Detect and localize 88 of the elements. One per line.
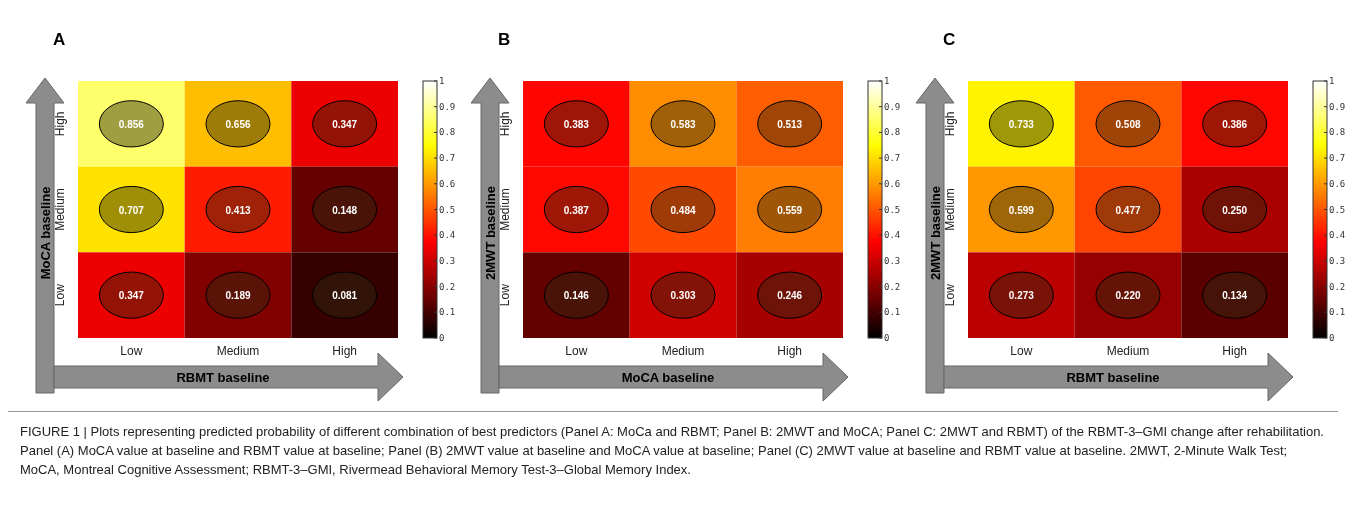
color-bar-label: 0.8 bbox=[1329, 127, 1346, 138]
y-tick-label: High bbox=[943, 111, 957, 137]
data-label: 0.146 bbox=[563, 290, 590, 302]
color-bar-label: 0.3 bbox=[884, 255, 901, 266]
data-label: 0.583 bbox=[670, 118, 696, 130]
data-label: 0.599 bbox=[1008, 204, 1035, 216]
color-bar-label: 1 bbox=[439, 76, 445, 86]
y-tick-label: Low bbox=[53, 283, 67, 307]
data-label: 0.856 bbox=[118, 118, 145, 130]
data-label: 0.347 bbox=[118, 290, 145, 302]
y-axis-title: 2MWT baseline bbox=[483, 186, 498, 280]
color-bar-label: 0.9 bbox=[1329, 101, 1346, 112]
color-bar-label: 0.6 bbox=[884, 178, 901, 189]
color-bar-label: 0.3 bbox=[439, 255, 456, 266]
color-bar-label: 0.1 bbox=[1329, 307, 1346, 318]
color-bar-label: 1 bbox=[1329, 76, 1335, 86]
data-label: 0.387 bbox=[563, 204, 590, 216]
data-label: 0.484 bbox=[670, 204, 696, 216]
x-tick-label: Low bbox=[1010, 343, 1033, 358]
data-label: 0.189 bbox=[225, 290, 251, 302]
data-label: 0.413 bbox=[225, 204, 251, 216]
chart-title: C bbox=[943, 30, 956, 50]
color-bar-label: 1 bbox=[884, 76, 890, 86]
color-bar-label: 0.4 bbox=[439, 230, 456, 241]
data-label: 0.508 bbox=[1115, 118, 1141, 130]
color-bar-label: 0.2 bbox=[1329, 281, 1346, 292]
color-bar-label: 0 bbox=[439, 333, 445, 343]
data-label: 0.134 bbox=[1222, 290, 1248, 302]
y-tick-label: Low bbox=[943, 283, 957, 307]
data-label: 0.347 bbox=[332, 118, 358, 130]
color-bar-label: 0.4 bbox=[1329, 230, 1346, 241]
data-label: 0.273 bbox=[1008, 290, 1035, 302]
data-label: 0.081 bbox=[332, 290, 358, 302]
color-bar-label: 0.4 bbox=[884, 230, 901, 241]
chart-title: B bbox=[498, 30, 511, 50]
color-bar-label: 0.8 bbox=[884, 127, 901, 138]
y-axis-title: 2MWT baseline bbox=[928, 186, 943, 280]
data-label: 0.246 bbox=[777, 290, 803, 302]
data-label: 0.656 bbox=[225, 118, 251, 130]
color-bar-label: 0 bbox=[884, 333, 890, 343]
x-axis-title: RBMT baseline bbox=[1066, 370, 1160, 385]
color-bar-label: 0.6 bbox=[439, 178, 456, 189]
x-tick-label: High bbox=[332, 343, 358, 358]
color-bar-label: 0.1 bbox=[439, 307, 456, 318]
x-tick-label: Low bbox=[120, 343, 143, 358]
color-bar-label: 0.5 bbox=[1329, 204, 1346, 215]
y-tick-label: High bbox=[498, 111, 512, 137]
data-label: 0.733 bbox=[1008, 118, 1035, 130]
color-bar-label: 0.9 bbox=[884, 101, 901, 112]
color-bar-label: 0.9 bbox=[439, 101, 456, 112]
y-tick-label: Medium bbox=[498, 188, 512, 231]
color-bar-label: 0.7 bbox=[884, 153, 901, 164]
y-axis-title: MoCA baseline bbox=[38, 186, 53, 280]
color-bar-label: 0 bbox=[1329, 333, 1335, 343]
data-label: 0.220 bbox=[1115, 290, 1141, 302]
data-label: 0.707 bbox=[118, 204, 145, 216]
data-label: 0.513 bbox=[777, 118, 803, 130]
y-tick-label: Medium bbox=[53, 188, 67, 231]
color-bar-label: 0.7 bbox=[439, 153, 456, 164]
chart-title: A bbox=[53, 30, 66, 50]
x-tick-label: Low bbox=[565, 343, 588, 358]
data-label: 0.148 bbox=[332, 204, 358, 216]
color-bar-label: 0.5 bbox=[439, 204, 456, 215]
color-bar-label: 0.2 bbox=[439, 281, 456, 292]
color-bar-label: 0.3 bbox=[1329, 255, 1346, 266]
color-bar-label: 0.2 bbox=[884, 281, 901, 292]
x-tick-label: Medium bbox=[1106, 343, 1150, 358]
x-tick-label: Medium bbox=[216, 343, 260, 358]
x-tick-label: High bbox=[1222, 343, 1248, 358]
y-tick-label: High bbox=[53, 111, 67, 137]
y-tick-label: Low bbox=[498, 283, 512, 307]
y-tick-label: Medium bbox=[943, 188, 957, 231]
x-tick-label: High bbox=[777, 343, 803, 358]
color-bar-label: 0.1 bbox=[884, 307, 901, 318]
data-label: 0.477 bbox=[1115, 204, 1141, 216]
color-bar-label: 0.6 bbox=[1329, 178, 1346, 189]
data-label: 0.303 bbox=[670, 290, 696, 302]
data-label: 0.559 bbox=[777, 204, 803, 216]
color-bar-label: 0.7 bbox=[1329, 153, 1346, 164]
data-label: 0.386 bbox=[1222, 118, 1248, 130]
x-tick-label: Medium bbox=[661, 343, 705, 358]
color-bar-label: 0.5 bbox=[884, 204, 901, 215]
x-axis-title: RBMT baseline bbox=[176, 370, 270, 385]
color-bar-label: 0.8 bbox=[439, 127, 456, 138]
x-axis-title: MoCA baseline bbox=[621, 370, 715, 385]
data-label: 0.250 bbox=[1222, 204, 1248, 216]
data-label: 0.383 bbox=[563, 118, 590, 130]
caption: FIGURE 1 | Plots representing predicted probability of different combination of best predictors (Panel A: MoCa and RBMT; Panel B: 2MWT and MoCA; Panel C: 2MWT and RBMT) of the RBMT-3–GMI change after rehabilitation. Panel (A) MoCA value at baseline and RBMT value at baseline; Panel (B) 2MWT value at baseline and MoCA value at baseline; Panel (C) 2MWT value at baseline and RBMT value at baseline. 2MWT, 2-Minute Walk Test; MoCA, Montreal Cognitive Assessment; RBMT-3–GMI, Rivermead Behavioral Memory Test-3–Global Memory Index. bbox=[20, 423, 1325, 479]
